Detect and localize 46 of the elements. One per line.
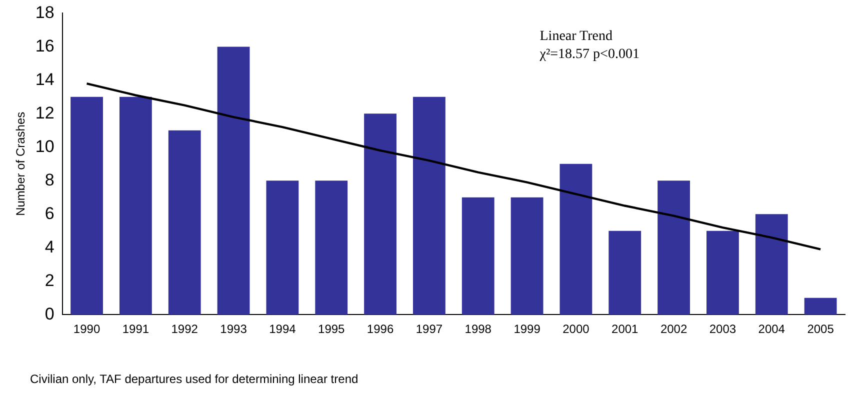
bar: [804, 298, 837, 315]
y-tick-label: 0: [44, 304, 54, 324]
y-tick-label: 14: [35, 70, 54, 89]
x-tick-label: 2005: [807, 322, 834, 336]
bar: [462, 197, 494, 315]
bar: [412, 96, 446, 315]
text: Civilian only, TAF departures used for determining linear trend: [30, 372, 358, 386]
bar: [70, 96, 103, 315]
x-tick-label: 1993: [220, 322, 248, 336]
y-tick-label: 18: [35, 2, 54, 22]
annotation: Linear Trend: [540, 28, 612, 44]
x-tick-label: 1992: [171, 322, 198, 336]
bar: [560, 164, 592, 315]
bar: [608, 230, 642, 315]
x-tick-label: 2003: [709, 322, 736, 336]
bar: [266, 180, 299, 315]
bar: [658, 180, 690, 315]
y-tick-label: 12: [35, 103, 54, 122]
bar: [119, 96, 152, 315]
y-axis-title: Number of Crashes: [14, 112, 28, 216]
x-tick-label: 2002: [660, 322, 688, 336]
bar: [706, 230, 739, 315]
y-tick-label: 10: [35, 136, 54, 156]
y-tick-label: 4: [44, 237, 54, 256]
x-tick-label: 1990: [73, 322, 100, 336]
bar: [168, 130, 201, 315]
bar: [315, 180, 348, 315]
x-tick-label: 1994: [269, 322, 296, 336]
x-tick-label: 1998: [464, 322, 492, 336]
x-tick-label: 2004: [758, 322, 786, 336]
bar: [217, 46, 250, 315]
x-tick-label: 1996: [366, 322, 394, 336]
x-tick-label: 1999: [514, 322, 541, 336]
bar: [364, 114, 396, 315]
x-tick-label: 1995: [318, 322, 346, 336]
y-tick-label: 8: [44, 170, 54, 190]
y-tick-label: 6: [44, 204, 54, 223]
bar: [755, 214, 788, 315]
y-tick-label: 16: [35, 36, 54, 56]
annotation: χ²=18.57 p<0.001: [538, 46, 640, 62]
x-tick-label: 1991: [122, 322, 150, 336]
x-tick-label: 1997: [416, 322, 443, 336]
x-tick-label: 2000: [562, 322, 590, 336]
y-tick-label: 2: [44, 270, 54, 290]
x-tick-label: 2001: [612, 322, 639, 336]
bar: [510, 197, 544, 315]
